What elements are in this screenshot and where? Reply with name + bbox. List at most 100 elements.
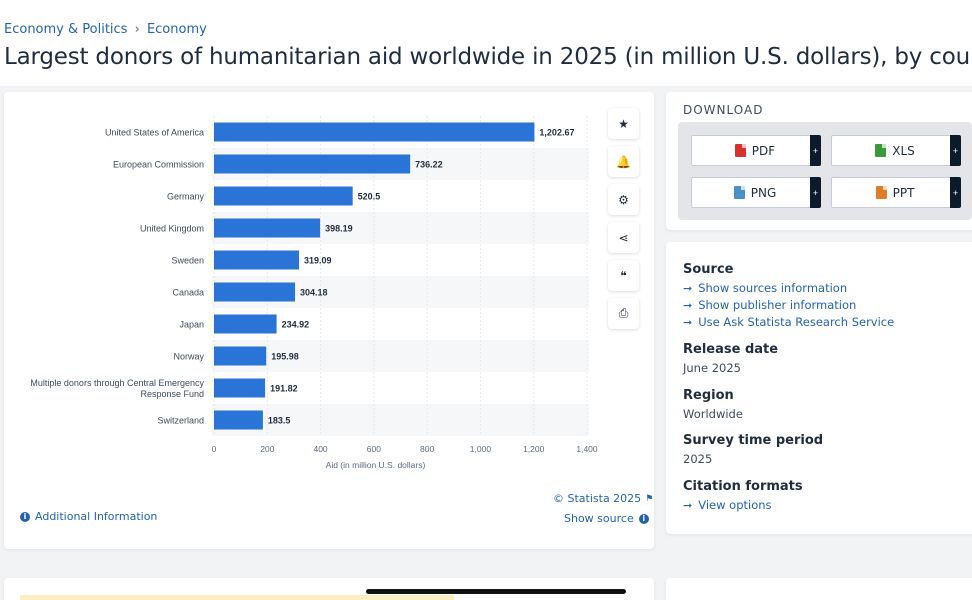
ask-statista-research-link[interactable]: ➞ Use Ask Statista Research Service — [683, 315, 894, 329]
bar — [214, 314, 277, 334]
gear-button[interactable]: ⚙ — [608, 184, 639, 215]
bar — [214, 410, 263, 430]
show-sources-information-label: Show sources information — [698, 281, 848, 295]
next-card-right — [666, 578, 972, 600]
ppt-file-icon — [875, 186, 887, 199]
copyright-label: © Statista 2025 — [553, 492, 642, 505]
x-tick-label: 0 — [212, 444, 217, 454]
survey-period-heading: Survey time period — [683, 433, 824, 448]
bar — [214, 250, 300, 270]
bar — [214, 154, 411, 174]
region-heading: Region — [683, 388, 734, 403]
source-section: Source ➞ Show sources information ➞ Show… — [683, 262, 894, 329]
release-date-section: Release date June 2025 — [683, 342, 778, 375]
bar — [214, 378, 266, 398]
info-icon: i — [638, 513, 649, 524]
category-label: Switzerland — [157, 416, 204, 426]
x-tick-label: 1,000 — [470, 444, 492, 454]
print-button[interactable]: ⎙ — [608, 298, 639, 329]
view-citation-options-label: View options — [698, 498, 772, 512]
next-section-highlight — [20, 595, 454, 600]
x-tick-label: 1,400 — [576, 444, 598, 454]
citation-section: Citation formats ➞ View options — [683, 479, 803, 512]
region-section: Region Worldwide — [683, 388, 743, 421]
flag-icon: ⚑ — [645, 493, 654, 504]
survey-period-section: Survey time period 2025 — [683, 433, 823, 466]
home-indicator — [366, 589, 626, 594]
bar-chart: 1,202.67 United States of America 736.22 Eu… — [30, 116, 598, 470]
x-tick-label: 600 — [367, 444, 381, 454]
data-label: 183.5 — [268, 416, 291, 426]
bar — [214, 218, 321, 238]
download-png-button[interactable]: PNG — [691, 177, 819, 208]
x-tick-label: 1,200 — [523, 444, 545, 454]
x-tick-label: 400 — [313, 444, 327, 454]
png-file-icon — [733, 186, 745, 199]
category-label: European Commission — [113, 160, 204, 170]
download-ppt-button[interactable]: PPT — [831, 177, 959, 208]
breadcrumb-item-economy-politics[interactable]: Economy & Politics — [4, 22, 128, 37]
survey-period-value: 2025 — [683, 452, 713, 466]
show-source-label: Show source — [564, 512, 634, 525]
additional-information-link[interactable]: i Additional Information — [20, 510, 157, 523]
breadcrumb-separator: › — [134, 22, 140, 37]
next-card-left — [4, 578, 654, 600]
category-label: Germany — [167, 192, 205, 202]
region-value: Worldwide — [683, 407, 743, 421]
download-xls-button[interactable]: XLS — [831, 135, 959, 166]
category-label: Norway — [173, 352, 204, 362]
x-axis-label: Aid (in million U.S. dollars) — [326, 460, 426, 470]
data-label: 736.22 — [415, 160, 443, 170]
breadcrumb: Economy & Politics › Economy — [4, 22, 207, 37]
quote-button[interactable]: ❝ — [608, 260, 639, 291]
download-pdf-button[interactable]: PDF — [691, 135, 819, 166]
data-label: 398.19 — [325, 224, 353, 234]
bell-icon: 🔔 — [616, 154, 631, 169]
category-label: United Kingdom — [140, 224, 204, 234]
arrow-right-icon: ➞ — [683, 498, 693, 512]
data-label: 319.09 — [304, 256, 332, 266]
star-button[interactable]: ★ — [608, 108, 639, 139]
show-sources-information-link[interactable]: ➞ Show sources information — [683, 281, 894, 295]
arrow-right-icon: ➞ — [683, 315, 693, 329]
gear-icon: ⚙ — [618, 192, 629, 207]
data-label: 195.98 — [271, 352, 299, 362]
download-png-plus-button[interactable]: + — [810, 177, 821, 208]
download-pdf-plus-button[interactable]: + — [810, 135, 821, 166]
metadata-card — [666, 242, 972, 534]
row-band — [212, 340, 589, 372]
show-publisher-information-link[interactable]: ➞ Show publisher information — [683, 298, 894, 312]
download-xls-plus-button[interactable]: + — [950, 135, 961, 166]
breadcrumb-item-economy[interactable]: Economy — [146, 22, 207, 37]
bar — [214, 186, 353, 206]
star-icon: ★ — [618, 116, 629, 131]
download-title: DOWNLOAD — [683, 103, 764, 117]
download-ppt-plus-button[interactable]: + — [950, 177, 961, 208]
show-source-link[interactable]: Show source i — [564, 512, 649, 525]
data-label: 304.18 — [300, 288, 328, 298]
source-heading: Source — [683, 262, 734, 277]
citation-heading: Citation formats — [683, 479, 803, 494]
category-label: Response Fund — [140, 389, 204, 399]
data-label: 234.92 — [282, 320, 310, 330]
statista-copyright-link[interactable]: © Statista 2025 ⚑ — [553, 492, 653, 505]
page-header: Economy & Politics › Economy Largest don… — [0, 0, 972, 86]
quote-icon: ❝ — [620, 268, 627, 283]
print-icon: ⎙ — [618, 306, 629, 320]
category-label: Japan — [179, 320, 204, 330]
download-pdf-label: PDF — [751, 143, 776, 158]
share-button[interactable]: ⋖ — [608, 222, 639, 253]
arrow-right-icon: ➞ — [683, 281, 693, 295]
category-label: Multiple donors through Central Emergenc… — [30, 378, 204, 388]
bell-button[interactable]: 🔔 — [608, 146, 639, 177]
info-icon: i — [20, 511, 30, 522]
release-date-heading: Release date — [683, 342, 779, 357]
view-citation-options-link[interactable]: ➞ View options — [683, 498, 803, 512]
bar — [214, 282, 296, 302]
pdf-file-icon — [734, 144, 746, 157]
share-icon: ⋖ — [618, 230, 629, 245]
bar — [214, 122, 535, 142]
arrow-right-icon: ➞ — [683, 298, 693, 312]
category-label: Canada — [172, 288, 204, 298]
page-title: Largest donors of humanitarian aid world… — [4, 44, 972, 70]
